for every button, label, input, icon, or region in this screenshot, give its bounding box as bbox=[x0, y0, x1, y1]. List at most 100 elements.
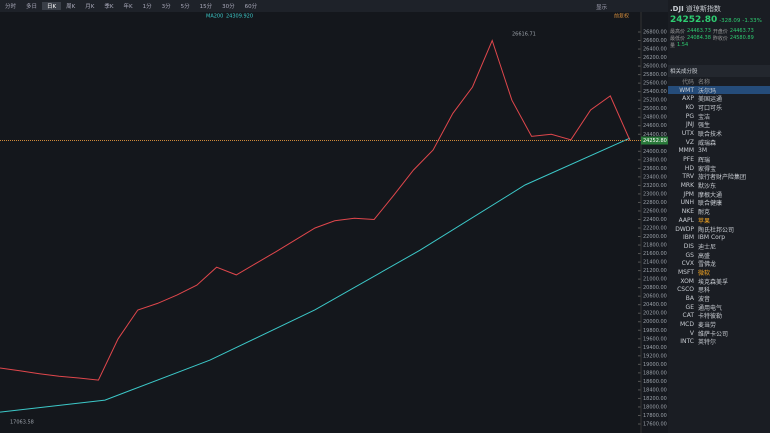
stock-row[interactable]: MMM 3M bbox=[668, 147, 770, 156]
stock-row[interactable]: MRK 默沙东 bbox=[668, 181, 770, 190]
tab[interactable]: 1分 bbox=[142, 4, 152, 10]
tab[interactable]: 周K bbox=[66, 4, 76, 10]
stock-code: IBM bbox=[682, 234, 694, 242]
header-code: 代码 bbox=[681, 78, 694, 86]
stock-row[interactable]: UNH 联合健康 bbox=[668, 199, 770, 208]
stock-name: 英特尔 bbox=[698, 339, 717, 347]
stock-name: 埃克森美孚 bbox=[698, 278, 729, 286]
stock-row[interactable]: WMT 沃尔玛 bbox=[668, 85, 770, 95]
last-price: 24252.80 bbox=[670, 15, 718, 25]
stock-code: VZ bbox=[685, 138, 694, 146]
stock-row[interactable]: JNJ 强生 bbox=[668, 120, 770, 129]
stock-row[interactable]: DWDP 陶氏杜邦公司 bbox=[668, 225, 770, 234]
stock-row[interactable]: CSCO 思科 bbox=[668, 286, 770, 295]
tab[interactable]: 3分 bbox=[161, 4, 171, 10]
adjust[interactable]: 前复权 bbox=[614, 13, 629, 20]
stock-name: 辉瑞 bbox=[698, 157, 711, 165]
stat: 24084.38 bbox=[687, 35, 711, 41]
stock-row[interactable]: HD 家得宝 bbox=[668, 164, 770, 173]
stock-row[interactable]: INTC 英特尔 bbox=[668, 338, 770, 347]
y-tick-label: 25000.00 bbox=[643, 106, 667, 112]
stock-code: DIS bbox=[683, 242, 694, 250]
stock-row[interactable]: BA 波音 bbox=[668, 294, 770, 303]
y-tick-label: 22600.00 bbox=[643, 208, 667, 214]
stock-row[interactable]: V 维萨卡公司 bbox=[668, 329, 770, 338]
stock-code: MMM bbox=[678, 147, 694, 155]
stock-row[interactable]: VZ 威瑞森 bbox=[668, 138, 770, 147]
pct: -1.33% bbox=[742, 18, 762, 24]
stock-row[interactable]: UTX 联合技术 bbox=[668, 129, 770, 138]
indicator-value: 24309.920 bbox=[226, 14, 253, 20]
stock-row[interactable]: AAPL 苹果 bbox=[668, 216, 770, 225]
tab[interactable]: 年K bbox=[123, 4, 133, 10]
stock-name: 思科 bbox=[698, 287, 711, 295]
stock-name: 旅行者财产险集团 bbox=[698, 174, 747, 182]
constituent-list: WMT 沃尔玛 AXP 美国运通 KO 可口可乐 PG 宝洁 JNJ 强生 UTX 联合技术 VZ 威瑞森… bbox=[668, 85, 770, 347]
stock-row[interactable]: GE 通用电气 bbox=[668, 303, 770, 312]
high-label: 26616.71 bbox=[512, 32, 536, 38]
y-tick-label: 18800.00 bbox=[643, 370, 667, 376]
y-tick-label: 17600.00 bbox=[643, 422, 667, 428]
last-price-label: 24252.80 bbox=[643, 138, 667, 144]
low-label: 17063.58 bbox=[10, 420, 34, 426]
stock-row[interactable]: KO 可口可乐 bbox=[668, 103, 770, 112]
stock-code: GS bbox=[685, 251, 694, 259]
tab[interactable]: 15分 bbox=[199, 4, 213, 10]
tab[interactable]: 月K bbox=[85, 4, 95, 10]
tab[interactable]: 5分 bbox=[180, 4, 190, 10]
tab[interactable]: 季K bbox=[104, 4, 114, 10]
side-panel: .DJI 道琼斯指数 24252.80 -328.09 -1.33% 最高价 24… bbox=[668, 0, 770, 433]
y-tick-label: 21200.00 bbox=[643, 268, 667, 274]
y-tick-label: 24600.00 bbox=[643, 123, 667, 129]
stock-row[interactable]: MCD 麦当劳 bbox=[668, 320, 770, 329]
stock-row[interactable]: CVX 雪佛龙 bbox=[668, 259, 770, 268]
stock-row[interactable]: PG 宝洁 bbox=[668, 112, 770, 121]
stock-row[interactable]: IBM IBM Corp bbox=[668, 233, 770, 242]
stock-row[interactable]: JPM 摩根大通 bbox=[668, 190, 770, 199]
y-tick-label: 25400.00 bbox=[643, 89, 667, 95]
constituents-title: 相关成分股 bbox=[668, 65, 770, 77]
stat-row: 量 1.54 bbox=[670, 42, 768, 49]
change: -328.09 bbox=[719, 18, 741, 24]
y-tick-label: 26200.00 bbox=[643, 55, 667, 61]
y-tick-label: 24000.00 bbox=[643, 149, 667, 155]
stock-code: PG bbox=[685, 112, 694, 120]
stock-row[interactable]: GS 高盛 bbox=[668, 251, 770, 260]
stock-row[interactable]: DIS 迪士尼 bbox=[668, 242, 770, 251]
stock-name: 苹果 bbox=[698, 217, 711, 225]
quote-line: 24252.80 -328.09 -1.33% bbox=[668, 14, 770, 26]
stock-row[interactable]: XOM 埃克森美孚 bbox=[668, 277, 770, 286]
stock-code: JPM bbox=[683, 190, 694, 198]
stock-name: 摩根大通 bbox=[698, 191, 723, 199]
stock-name: 卡特彼勒 bbox=[698, 313, 723, 321]
stock-name: 迪士尼 bbox=[698, 243, 717, 251]
stat: 1.54 bbox=[677, 42, 689, 48]
tab[interactable]: 多日 bbox=[26, 4, 38, 10]
stock-name: 高盛 bbox=[698, 252, 711, 260]
stat: 24580.89 bbox=[729, 35, 754, 41]
tab[interactable]: 分时 bbox=[5, 4, 17, 10]
y-tick-label: 19200.00 bbox=[643, 353, 667, 359]
indicator: MA200 bbox=[206, 14, 223, 20]
stock-row[interactable]: CAT 卡特彼勒 bbox=[668, 312, 770, 321]
stock-row[interactable]: MSFT 微软 bbox=[668, 268, 770, 277]
stock-row[interactable]: NKE 耐克 bbox=[668, 207, 770, 216]
stock-name: 联合健康 bbox=[698, 200, 723, 208]
tab[interactable]: 30分 bbox=[222, 4, 235, 10]
stock-name: 维萨卡公司 bbox=[698, 330, 729, 338]
y-tick-label: 20600.00 bbox=[643, 294, 667, 300]
tab[interactable]: 60分 bbox=[244, 4, 258, 10]
stock-row[interactable]: AXP 美国运通 bbox=[668, 94, 770, 103]
stock-code: WMT bbox=[679, 86, 694, 94]
tab[interactable]: 日K bbox=[42, 2, 62, 10]
display-menu[interactable]: 显示 bbox=[596, 5, 608, 11]
y-tick-label: 25600.00 bbox=[643, 81, 667, 87]
y-tick-label: 21800.00 bbox=[643, 243, 667, 249]
y-tick-label: 20400.00 bbox=[643, 302, 667, 308]
stat: 最高价 bbox=[670, 29, 686, 35]
stock-name: 雪佛龙 bbox=[698, 261, 717, 269]
y-tick-label: 23600.00 bbox=[643, 166, 667, 172]
stock-row[interactable]: TRV 旅行者财产险集团 bbox=[668, 173, 770, 182]
stock-row[interactable]: PFE 辉瑞 bbox=[668, 155, 770, 164]
